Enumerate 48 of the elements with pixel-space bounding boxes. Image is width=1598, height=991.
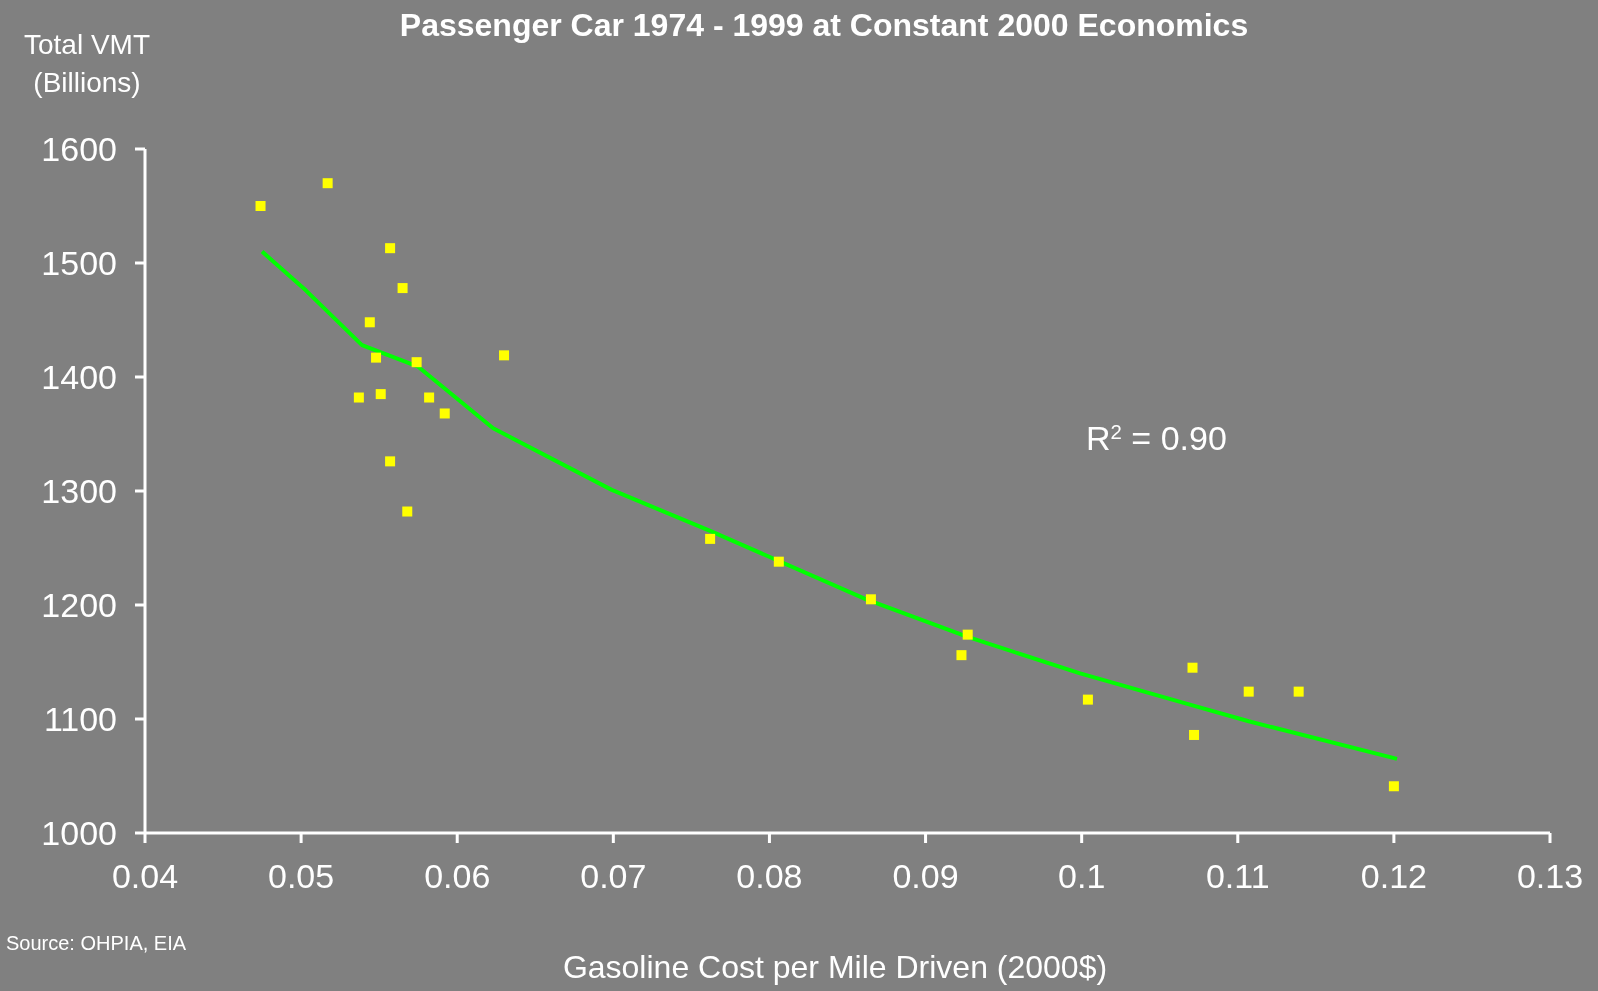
x-tick-label: 0.08 (736, 857, 803, 895)
x-axis-title: Gasoline Cost per Mile Driven (2000$) (562, 949, 1108, 985)
point (962, 629, 973, 640)
point (424, 392, 435, 403)
y-tick-label: 1100 (43, 700, 117, 738)
point (1243, 686, 1254, 697)
x-tick-label: 0.12 (1360, 857, 1427, 895)
point (353, 392, 364, 403)
point (1189, 729, 1200, 740)
point (705, 533, 716, 544)
point (397, 283, 408, 294)
point (364, 317, 375, 328)
source-note: Source: OHPIA, EIA (6, 932, 187, 954)
x-tick-label: 0.04 (111, 857, 179, 895)
point (865, 594, 876, 605)
point (375, 389, 386, 400)
y-tick-label: 1400 (41, 358, 117, 396)
point (385, 456, 396, 467)
point (385, 243, 396, 254)
point (1187, 662, 1198, 673)
line-series (260, 249, 1400, 761)
x-tick-label: 0.05 (268, 857, 335, 895)
point (1293, 686, 1304, 697)
annotation: R$^{2}$ = 0.90 (1086, 419, 1227, 457)
y-tick-label: 1200 (41, 586, 117, 624)
point (1082, 694, 1093, 705)
x-tick-label: 0.13 (1516, 857, 1584, 895)
y-tick-label: 1300 (41, 472, 117, 510)
y-tick-label: 1500 (41, 244, 117, 282)
point (439, 408, 450, 419)
point (371, 352, 382, 363)
x-tick-label: 0.07 (580, 857, 647, 895)
x-tick-label: 0.11 (1205, 857, 1270, 895)
point (255, 201, 266, 211)
x-tick-label: 0.09 (892, 857, 959, 895)
y-axis-title: Total VMT (Billions) (23, 29, 151, 98)
point (402, 506, 413, 517)
point (956, 650, 967, 661)
point (411, 357, 422, 368)
point (1388, 781, 1399, 792)
x-tick-label: 0.06 (424, 857, 491, 895)
chart-title: Passenger Car 1974 - 1999 at Constant 2000 Economics (399, 7, 1249, 43)
point (773, 556, 784, 567)
y-tick-label: 1600 (41, 130, 117, 168)
y-tick-label: 1000 (41, 814, 117, 852)
x-tick-label: 0.1 (1058, 857, 1106, 895)
point (322, 178, 333, 189)
point (499, 350, 510, 361)
